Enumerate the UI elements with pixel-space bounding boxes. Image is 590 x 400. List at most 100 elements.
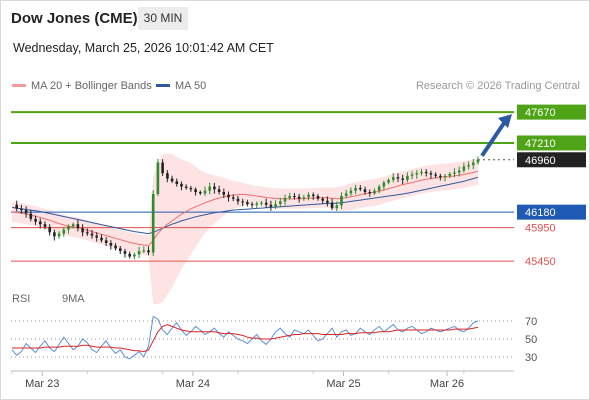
rsi-line xyxy=(11,315,479,360)
candle-body xyxy=(100,237,103,241)
candle-body xyxy=(269,204,273,207)
candle-body xyxy=(48,226,51,233)
candle-body xyxy=(424,171,428,174)
candle-body xyxy=(189,188,193,190)
candle-body xyxy=(29,213,33,219)
candle-body xyxy=(133,254,136,257)
projection-arrow xyxy=(480,118,508,157)
level-tag-46180 xyxy=(517,204,586,220)
candle-body xyxy=(415,173,419,175)
candle-body xyxy=(232,197,235,199)
candle-body xyxy=(312,194,315,196)
rsi-tick-30: 30 xyxy=(525,352,537,364)
candle-body xyxy=(236,198,240,202)
candle-body xyxy=(406,175,409,180)
candle-body xyxy=(476,159,480,163)
legend-ma9: 9MA xyxy=(62,293,85,305)
candle-body xyxy=(279,201,282,205)
candle-body xyxy=(396,177,400,179)
candle-body xyxy=(321,198,324,201)
candle-body xyxy=(439,175,442,178)
candle-body xyxy=(142,250,146,252)
candle-body xyxy=(448,173,452,176)
candle-body xyxy=(349,190,353,194)
candle-body xyxy=(109,243,113,246)
research-credit: Research © 2026 Trading Central xyxy=(415,80,580,92)
candle-body xyxy=(20,208,23,211)
candle-body xyxy=(359,188,362,190)
candle-body xyxy=(340,196,343,206)
candle-body xyxy=(283,198,287,202)
candle-body xyxy=(24,210,28,214)
projection-arrow-head xyxy=(498,114,512,129)
rsi-tick-50: 50 xyxy=(525,334,537,346)
candle-body xyxy=(316,196,320,199)
candle-body xyxy=(246,202,249,205)
x-label-2: Mar 25 xyxy=(326,378,360,390)
legend-rsi: RSI xyxy=(12,293,30,305)
legend-ma9-label: 9MA xyxy=(62,293,85,305)
candle-body xyxy=(151,194,155,253)
candle-body xyxy=(434,174,437,176)
candle-body xyxy=(420,171,423,174)
candle-body xyxy=(57,233,61,237)
candle-body xyxy=(293,196,296,197)
candle-body xyxy=(203,190,207,194)
candle-body xyxy=(114,245,117,249)
candle-body xyxy=(213,186,216,190)
candle-body xyxy=(326,200,329,203)
candle-body xyxy=(39,221,42,225)
candle-body xyxy=(222,192,226,195)
level-label-46960: 46960 xyxy=(525,155,556,167)
candle-body xyxy=(43,224,47,227)
candle-body xyxy=(429,173,433,175)
candle-body xyxy=(62,229,66,234)
candle-body xyxy=(123,251,127,254)
candle-body xyxy=(260,202,263,204)
candle-body xyxy=(453,172,456,174)
timeframe-button[interactable]: 30 MIN xyxy=(138,7,188,30)
candle-body xyxy=(175,181,179,184)
instrument-title: Dow Jones (CME) xyxy=(11,10,138,27)
candle-body xyxy=(119,248,122,252)
candle-body xyxy=(387,179,390,183)
candle-body xyxy=(199,192,202,194)
candle-body xyxy=(457,170,461,173)
candle-body xyxy=(241,201,244,203)
candle-body xyxy=(307,194,310,198)
candle-body xyxy=(34,218,37,222)
candle-body xyxy=(86,232,89,234)
candle-body xyxy=(354,188,357,191)
legend-rsi-label: RSI xyxy=(12,293,31,305)
candle-body xyxy=(53,232,56,237)
chart-header: Dow Jones (CME) 30 MIN xyxy=(0,0,590,36)
candle-body xyxy=(363,189,367,192)
level-tag-47670 xyxy=(517,104,586,120)
legend-ma20: MA 20 + Bollinger Bands xyxy=(12,80,152,92)
candle-body xyxy=(401,178,404,180)
candle-body xyxy=(184,186,188,188)
candle-body xyxy=(297,196,301,199)
candle-body xyxy=(104,240,108,243)
candle-body xyxy=(467,165,470,167)
candle-body xyxy=(255,203,259,205)
candle-body xyxy=(71,224,75,227)
candle-body xyxy=(227,194,230,198)
rsi-ma9-line xyxy=(12,324,479,353)
x-label-1: Mar 24 xyxy=(176,378,210,390)
candle-body xyxy=(373,190,376,194)
candle-body xyxy=(76,224,80,229)
candle-body xyxy=(462,166,466,171)
x-label-0: Mar 23 xyxy=(25,378,59,390)
rsi-tick-70: 70 xyxy=(525,316,537,328)
candle-body xyxy=(392,177,395,180)
candle-body xyxy=(90,233,94,236)
bollinger-band xyxy=(12,153,478,305)
candle-body xyxy=(250,204,254,206)
candle-body xyxy=(128,253,131,257)
candle-body xyxy=(264,202,268,205)
candle-body xyxy=(330,202,334,209)
level-label-45450: 45450 xyxy=(525,256,556,268)
candle-body xyxy=(180,183,183,187)
